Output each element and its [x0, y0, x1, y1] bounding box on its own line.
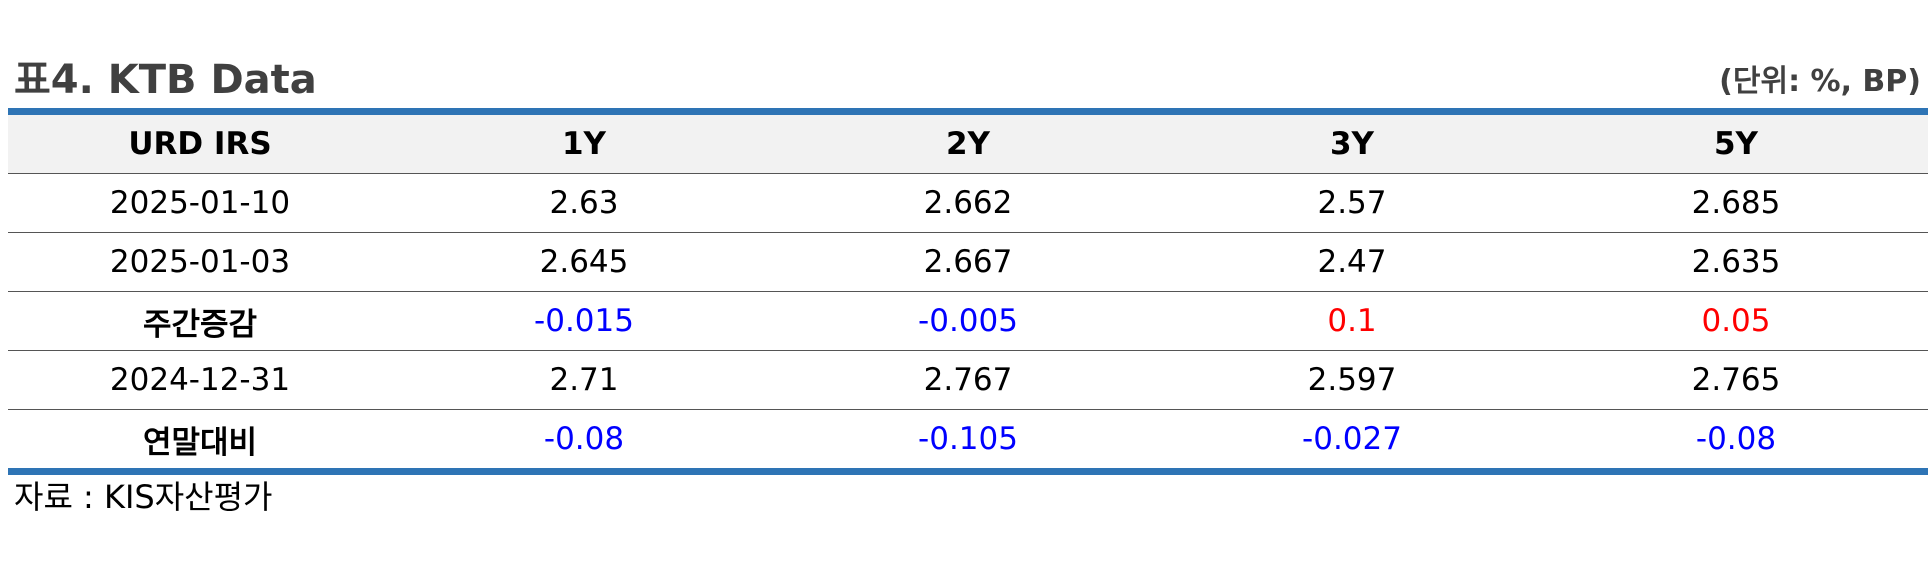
- row-label: 연말대비: [142, 424, 258, 461]
- value-cell: 2.57: [1160, 173, 1544, 233]
- value-cell: -0.105: [918, 421, 1018, 457]
- top-rule: [8, 108, 1928, 115]
- value-cell: -0.005: [776, 291, 1160, 351]
- bottom-rule: [8, 468, 1928, 475]
- value-cell: 2.667: [776, 232, 1160, 292]
- value-cell: -0.08: [1695, 421, 1777, 457]
- header-cell: 5Y: [1544, 115, 1928, 174]
- table-row: 2025-01-03 2.645 2.667 2.47 2.635: [8, 232, 1928, 292]
- table-body: 2025-01-10 2.63 2.662 2.57 2.685 2025-01…: [8, 173, 1928, 469]
- row-label: 주간증감: [8, 291, 392, 351]
- data-table: URD IRS 1Y 2Y 3Y 5Y 2025-01-10 2.63 2.66…: [8, 115, 1928, 468]
- table-row: 2025-01-10 2.63 2.662 2.57 2.685: [8, 173, 1928, 233]
- value-cell: 2.635: [1544, 232, 1928, 292]
- header-row: URD IRS 1Y 2Y 3Y 5Y: [8, 115, 1928, 174]
- source-footnote: 자료 : KIS자산평가: [14, 478, 273, 516]
- unit-label: (단위: %, BP): [1719, 64, 1921, 99]
- header-cell: 2Y: [776, 115, 1160, 174]
- table-row: 2024-12-31 2.71 2.767 2.597 2.765: [8, 350, 1928, 410]
- ktb-data-table: URD IRS 1Y 2Y 3Y 5Y 2025-01-10 2.63 2.66…: [8, 108, 1928, 475]
- value-cell: -0.08: [543, 421, 625, 457]
- title-row: 표4. KTB Data (단위: %, BP): [14, 56, 1921, 104]
- value-cell: 0.1: [1160, 291, 1544, 351]
- value-cell: 2.63: [392, 173, 776, 233]
- value-cell: 0.05: [1544, 291, 1928, 351]
- header-cell: URD IRS: [8, 115, 392, 174]
- value-cell: 2.765: [1544, 350, 1928, 410]
- row-label: 2025-01-10: [8, 173, 392, 233]
- value-cell: -0.027: [1302, 421, 1402, 457]
- header-cell: 3Y: [1160, 115, 1544, 174]
- value-cell: 2.47: [1160, 232, 1544, 292]
- value-cell: 2.685: [1544, 173, 1928, 233]
- value-cell: 2.71: [392, 350, 776, 410]
- value-cell: 2.662: [776, 173, 1160, 233]
- value-cell: -0.015: [392, 291, 776, 351]
- table-title: 표4. KTB Data: [14, 57, 317, 103]
- value-cell: 2.767: [776, 350, 1160, 410]
- table-row: 연말대비 -0.08 -0.105 -0.027 -0.08: [8, 410, 1928, 469]
- row-label: 2025-01-03: [8, 232, 392, 292]
- value-cell: 2.597: [1160, 350, 1544, 410]
- table-row: 주간증감 -0.015 -0.005 0.1 0.05: [8, 291, 1928, 351]
- row-label: 2024-12-31: [8, 350, 392, 410]
- value-cell: 2.645: [392, 232, 776, 292]
- header-cell: 1Y: [392, 115, 776, 174]
